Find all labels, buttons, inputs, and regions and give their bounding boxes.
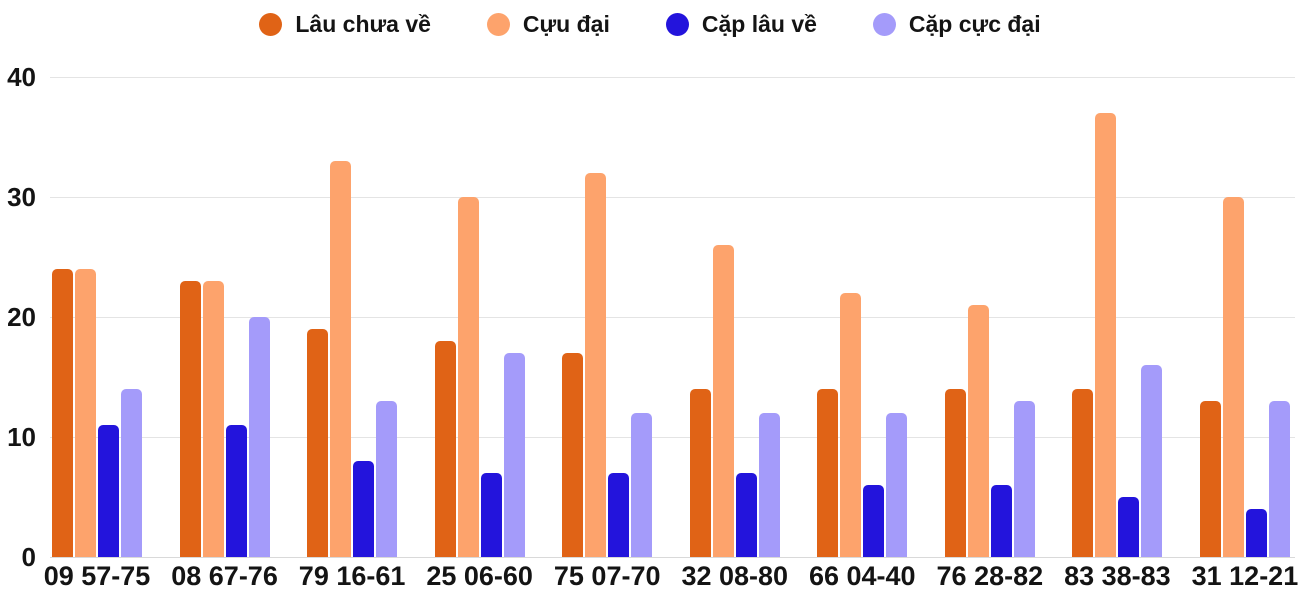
bar-cặp-cực-đại [631, 413, 653, 557]
bar-cặp-lâu-về [98, 425, 119, 557]
bar-lâu-chưa-về [1199, 401, 1221, 557]
bar-lâu-chưa-về [434, 341, 456, 557]
bar-cựu-đại [967, 305, 989, 557]
bar-cựu-đại [712, 245, 734, 557]
legend-item-4[interactable]: Cặp cực đại [872, 10, 1041, 38]
x-axis-category-label: 31 12-21 [1191, 561, 1299, 591]
x-axis-category-label: 08 67-76 [171, 561, 278, 591]
gridline [50, 77, 1295, 78]
bar-lâu-chưa-về [1072, 389, 1094, 557]
bar-group: 08 67-76 [171, 77, 278, 590]
x-axis-category-label: 83 38-83 [1064, 561, 1171, 591]
bar-cặp-cực-đại [758, 413, 780, 557]
bar-cặp-lâu-về [608, 473, 630, 557]
legend-label: Cặp cực đại [908, 10, 1041, 37]
bar-group: 83 38-83 [1064, 77, 1171, 590]
y-axis-tick-label: 0 [21, 542, 36, 572]
bar-cặp-cực-đại [1141, 365, 1163, 557]
x-axis-category-label: 66 04-40 [808, 561, 916, 591]
bar-cặp-cực-đại [1013, 401, 1035, 557]
bar-cựu-đại [1222, 197, 1244, 557]
bar-lâu-chưa-về [689, 389, 711, 557]
bar-cặp-lâu-về [863, 485, 885, 557]
gridline [50, 437, 1295, 438]
gridline [50, 317, 1295, 318]
bar-cặp-cực-đại [248, 317, 270, 557]
bar-group: 09 57-75 [44, 77, 150, 590]
bar-group: 31 12-21 [1192, 77, 1298, 590]
legend-dot-icon [872, 12, 896, 36]
bar-lâu-chưa-về [52, 269, 73, 557]
bar-cựu-đại [457, 197, 479, 557]
bar-group: 76 28-82 [937, 77, 1043, 590]
bar-cựu-đại [330, 161, 352, 557]
bar-cặp-cực-đại [376, 401, 398, 557]
bar-cựu-đại [840, 293, 862, 557]
x-axis-category-label: 79 16-61 [298, 561, 406, 591]
bar-lâu-chưa-về [562, 353, 584, 557]
legend-item-2[interactable]: Cựu đại [486, 10, 610, 38]
bar-group: 66 04-40 [809, 77, 916, 590]
plot-area: 09 57-75 08 67-76 79 16-61 25 06-60 75 07-70… [44, 77, 1298, 590]
bar-cặp-lâu-về [480, 473, 502, 557]
y-axis-tick-label: 30 [7, 182, 36, 212]
y-axis-tick-label: 10 [7, 422, 36, 452]
legend-item-1[interactable]: Lâu chưa về [259, 11, 431, 38]
x-axis-baseline [50, 557, 1295, 558]
legend-label: Cựu đại [522, 10, 610, 37]
bar-cặp-cực-đại [886, 413, 908, 557]
x-axis-category-label: 25 06-60 [426, 561, 533, 591]
bar-lâu-chưa-về [307, 329, 329, 557]
bar-cựu-đại [1095, 113, 1117, 557]
legend-dot-icon [665, 12, 689, 36]
bar-group: 25 06-60 [426, 77, 533, 590]
bar-group: 32 08-80 [681, 77, 788, 590]
x-axis-category-label: 09 57-75 [43, 561, 151, 591]
y-axis-tick-label: 40 [7, 62, 36, 92]
legend-item-3[interactable]: Cặp lâu về [665, 10, 817, 38]
bar-cặp-cực-đại [503, 353, 525, 557]
bar-cựu-đại [202, 281, 224, 557]
legend-label: Lâu chưa về [295, 10, 431, 37]
legend-dot-icon [259, 12, 283, 36]
x-axis-category-label: 76 28-82 [936, 561, 1044, 591]
bar-cặp-lâu-về [1118, 497, 1140, 557]
gridline [50, 197, 1295, 198]
bar-lâu-chưa-về [179, 281, 201, 557]
x-axis-category-label: 32 08-80 [681, 561, 789, 591]
bar-group: 79 16-61 [299, 77, 405, 590]
bar-cặp-lâu-về [1245, 509, 1267, 557]
bar-cặp-lâu-về [990, 485, 1012, 557]
bar-cặp-lâu-về [735, 473, 757, 557]
x-axis-category-label: 75 07-70 [553, 561, 661, 591]
bar-group: 75 07-70 [554, 77, 660, 590]
bar-cựu-đại [75, 269, 96, 557]
legend-dot-icon [486, 12, 510, 36]
bar-cặp-cực-đại [1268, 401, 1290, 557]
legend-label: Cặp lâu về [701, 10, 817, 37]
bar-cặp-lâu-về [353, 461, 375, 557]
y-axis-tick-label: 20 [7, 302, 36, 332]
bar-cặp-lâu-về [225, 425, 247, 557]
chart-legend: Lâu chưa về Cựu đại Cặp lâu về Cặp cực đại [0, 7, 1300, 41]
bar-lâu-chưa-về [817, 389, 839, 557]
bar-cựu-đại [585, 173, 607, 557]
bar-lâu-chưa-về [944, 389, 966, 557]
bar-groups: 09 57-75 08 67-76 79 16-61 25 06-60 75 07-70… [44, 77, 1298, 590]
bar-cặp-cực-đại [121, 389, 142, 557]
